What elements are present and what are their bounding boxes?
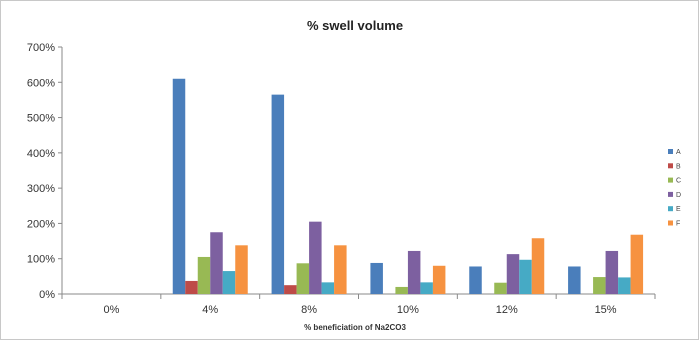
bar-D-12% [506, 254, 520, 294]
x-tick-label: 15% [595, 304, 617, 316]
bar-E-12% [519, 259, 532, 294]
y-tick-label: 200% [27, 218, 55, 230]
y-tick-label: 400% [27, 148, 55, 160]
axes: 0% 100% 200% 300% 400% 500% 600% 700% 0% 4% 8% 10% 1… [27, 42, 656, 316]
bar-D-4% [210, 232, 223, 294]
bar-C-10% [395, 286, 408, 294]
y-tick-label: 100% [27, 254, 55, 266]
y-tick-label: 600% [27, 77, 55, 89]
bar-F-4% [235, 245, 248, 294]
y-tick-label: 300% [27, 183, 55, 195]
x-tick-label: 12% [496, 304, 518, 316]
bar-E-15% [618, 277, 631, 294]
bar-E-4% [222, 271, 236, 294]
legend-swatch-E [668, 206, 673, 212]
legend-label-E: E [676, 206, 681, 213]
legend-label-D: D [676, 192, 681, 199]
bar-F-15% [630, 234, 644, 294]
bar-E-8% [321, 282, 335, 294]
x-tick-label: 4% [202, 304, 218, 316]
bar-A-15% [568, 266, 581, 294]
y-tick-label: 500% [27, 113, 55, 125]
legend-swatch-A [668, 149, 673, 154]
bar-F-12% [531, 238, 545, 294]
chart-title: % swell volume [307, 18, 403, 33]
legend-label-B: B [676, 163, 681, 170]
bar-D-8% [309, 221, 322, 294]
legend-swatch-C [668, 177, 673, 183]
bar-A-4% [172, 78, 186, 294]
x-tick-label: 8% [301, 304, 317, 316]
legend-swatch-D [668, 191, 673, 197]
legend-swatch-F [668, 220, 673, 226]
bar-F-10% [432, 265, 446, 294]
legend-label-F: F [676, 221, 680, 228]
bar-B-4% [185, 280, 198, 294]
bar-C-8% [296, 263, 310, 294]
bar-A-8% [271, 94, 285, 294]
legend-label-C: C [676, 178, 681, 185]
legend: AB CDE F [668, 149, 681, 228]
bar-C-12% [494, 282, 507, 294]
bar-D-10% [407, 250, 421, 294]
bar-C-15% [593, 277, 606, 294]
bars [172, 78, 644, 294]
bar-A-10% [370, 262, 383, 294]
bar-E-10% [420, 282, 433, 294]
x-tick-label: 10% [397, 304, 419, 316]
x-axis-title: % beneficiation of Na2CO3 [304, 323, 406, 332]
bar-D-15% [605, 250, 619, 294]
bar-F-8% [334, 245, 347, 294]
bar-A-12% [469, 266, 482, 294]
y-tick-label: 0% [39, 289, 55, 301]
x-tick-label: 0% [103, 304, 119, 316]
legend-label-A: A [676, 149, 681, 156]
bar-C-4% [197, 256, 211, 294]
y-tick-label: 700% [27, 42, 55, 54]
bar-B-8% [284, 285, 297, 294]
legend-swatch-B [668, 163, 673, 169]
